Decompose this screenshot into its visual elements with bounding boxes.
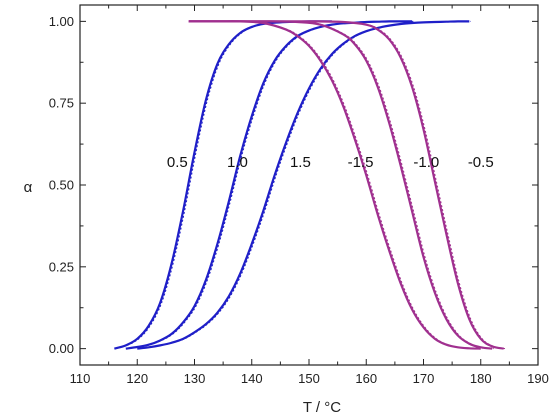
x-tick-label: 140 (241, 371, 263, 386)
y-tick-label: 1.00 (49, 14, 74, 29)
y-tick-label: 0.00 (49, 341, 74, 356)
plot-frame (79, 4, 539, 366)
x-tick-label: 170 (413, 371, 435, 386)
x-tick-label: 190 (527, 371, 549, 386)
curve-label-1.5: 1.5 (290, 154, 311, 171)
curve-label-1.0: 1.0 (227, 154, 248, 171)
x-tick-label: 180 (470, 371, 492, 386)
fit-curve-0.5 (115, 20, 334, 350)
y-tick-label: 0.75 (49, 96, 74, 111)
fit-curve--1.0 (190, 20, 494, 350)
axis-ticks (79, 5, 539, 365)
plot-border (79, 4, 539, 366)
data-curve-1.5 (137, 20, 470, 350)
fit-curve--1.5 (190, 20, 483, 350)
curve-label-0.5: 0.5 (167, 154, 188, 171)
curve-label--1.5: -1.5 (348, 154, 374, 171)
y-tick-label: 0.50 (49, 178, 74, 193)
y-axis-title: α (24, 179, 33, 196)
fit-curve--0.5 (190, 20, 506, 350)
y-tick-label: 0.25 (49, 259, 74, 274)
x-tick-label: 110 (70, 371, 91, 386)
x-tick-label: 150 (298, 371, 320, 386)
x-tick-label: 130 (184, 371, 206, 386)
x-tick-label: 120 (126, 371, 148, 386)
curve-label--1.0: -1.0 (413, 154, 439, 171)
x-tick-label: 160 (355, 371, 377, 386)
curve-labels: 0.5 1.0 1.5 -1.5 -1.0 -0.5 (167, 154, 494, 171)
data-curve--1.5 (188, 20, 481, 350)
data-curve-0.5 (114, 20, 332, 350)
x-axis-title: T / °C (303, 399, 341, 416)
curves (114, 20, 506, 350)
tick-labels: 110 120 130 140 150 160 170 180 190 0.00 0.25 0.50 0… (49, 14, 549, 386)
data-curve-1.0 (125, 20, 413, 350)
curve-label--0.5: -0.5 (468, 154, 494, 171)
data-curve--0.5 (188, 20, 504, 350)
